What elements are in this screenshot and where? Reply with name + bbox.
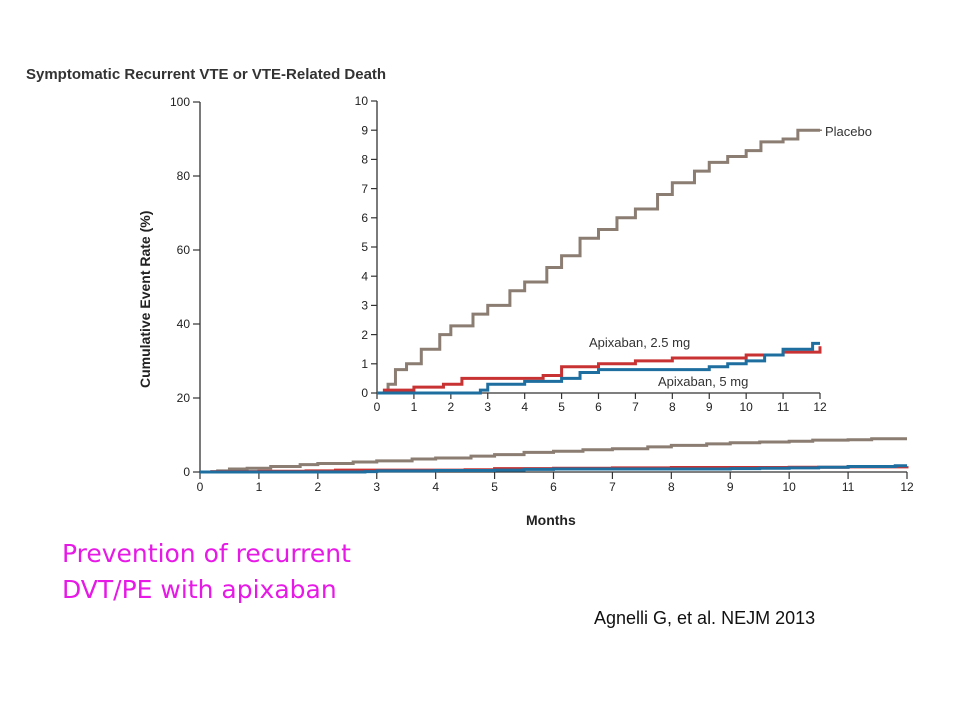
caption-line-1: Prevention of recurrent bbox=[62, 539, 351, 568]
inset-series bbox=[377, 128, 822, 395]
caption-line-2: DVT/PE with apixaban bbox=[62, 575, 337, 604]
inset-x-tick-label: 1 bbox=[411, 400, 418, 414]
inset-series-apixaban-5-mg bbox=[377, 341, 820, 395]
main-x-tick-label: 12 bbox=[900, 480, 914, 494]
main-x-tick-label: 5 bbox=[491, 480, 498, 494]
main-x-tick-label: 6 bbox=[550, 480, 557, 494]
main-x-tick-label: 2 bbox=[314, 480, 321, 494]
inset-x-tick-label: 8 bbox=[669, 400, 676, 414]
main-x-tick-label: 9 bbox=[727, 480, 734, 494]
inset-x-tick-label: 6 bbox=[595, 400, 602, 414]
main-series bbox=[200, 437, 909, 474]
chart-title: Symptomatic Recurrent VTE or VTE-Related… bbox=[26, 66, 386, 83]
main-x-tick-label: 10 bbox=[782, 480, 796, 494]
inset-y-tick-label: 8 bbox=[361, 153, 368, 167]
inset-x-tick-label: 0 bbox=[374, 400, 381, 414]
y-axis-label: Cumulative Event Rate (%) bbox=[137, 211, 153, 388]
inset-y-tick-label: 3 bbox=[361, 299, 368, 313]
main-y-tick-label: 100 bbox=[170, 95, 190, 109]
main-x-tick-label: 0 bbox=[197, 480, 204, 494]
main-series-placebo bbox=[200, 437, 907, 474]
inset-x-tick-label: 3 bbox=[484, 400, 491, 414]
inset-y-tick-label: 4 bbox=[361, 269, 368, 283]
inset-x-tick-label: 10 bbox=[739, 400, 753, 414]
inset-x-tick-label: 5 bbox=[558, 400, 565, 414]
series-label-placebo: Placebo bbox=[825, 124, 872, 139]
main-series-apixaban-5-mg bbox=[200, 464, 907, 474]
inset-y-tick-label: 0 bbox=[361, 386, 368, 400]
main-y-tick-label: 60 bbox=[177, 243, 191, 257]
inset-y-tick-label: 10 bbox=[355, 94, 369, 108]
main-x-tick-label: 1 bbox=[256, 480, 263, 494]
inset-y-tick-label: 6 bbox=[361, 211, 368, 225]
inset-x-tick-label: 12 bbox=[813, 400, 827, 414]
inset-y-tick-label: 5 bbox=[361, 240, 368, 254]
inset-x-tick-label: 9 bbox=[706, 400, 713, 414]
series-label-apixaban-2-5: Apixaban, 2.5 mg bbox=[589, 335, 690, 350]
inset-x-tick-label: 2 bbox=[447, 400, 454, 414]
inset-y-tick-label: 1 bbox=[361, 357, 368, 371]
inset-x-tick-label: 7 bbox=[632, 400, 639, 414]
main-x-tick-label: 11 bbox=[842, 480, 855, 494]
main-y-tick-label: 40 bbox=[177, 317, 191, 331]
inset-y-tick-label: 7 bbox=[361, 182, 368, 196]
main-y-tick-label: 80 bbox=[177, 169, 191, 183]
citation: Agnelli G, et al. NEJM 2013 bbox=[594, 608, 816, 628]
main-x-tick-label: 7 bbox=[609, 480, 616, 494]
x-axis-label: Months bbox=[526, 512, 576, 528]
main-y-tick-label: 0 bbox=[183, 465, 190, 479]
inset-series-apixaban-2-5-mg bbox=[377, 346, 822, 395]
caption: Prevention of recurrent DVT/PE with apix… bbox=[62, 536, 482, 608]
main-x-tick-label: 3 bbox=[373, 480, 380, 494]
inset-y-tick-label: 2 bbox=[361, 328, 368, 342]
inset-series-placebo bbox=[377, 128, 820, 395]
main-x-tick-label: 4 bbox=[432, 480, 439, 494]
main-y-tick-label: 20 bbox=[177, 391, 191, 405]
series-label-apixaban-5: Apixaban, 5 mg bbox=[658, 374, 748, 389]
inset-y-tick-label: 9 bbox=[361, 123, 368, 137]
main-x-tick-label: 8 bbox=[668, 480, 675, 494]
inset-x-tick-label: 4 bbox=[521, 400, 528, 414]
inset-x-tick-label: 11 bbox=[777, 400, 790, 414]
